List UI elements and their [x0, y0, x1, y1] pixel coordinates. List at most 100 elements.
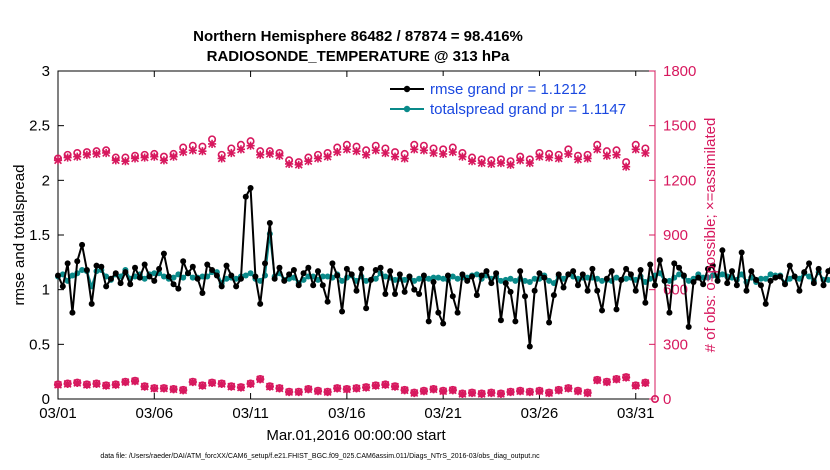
- rmse-point: [180, 258, 187, 265]
- rmse-point: [74, 258, 81, 265]
- totalspread-point: [247, 270, 254, 277]
- obs-assimilated-marker: [198, 381, 207, 390]
- obs-assimilated-marker: [333, 148, 342, 157]
- rmse-point: [690, 279, 697, 286]
- obs-assimilated-marker: [362, 150, 371, 159]
- y-left-tick-label: 3: [42, 63, 50, 80]
- rmse-point: [666, 309, 673, 316]
- legend-rmse-marker: [403, 85, 411, 93]
- rmse-point: [579, 271, 586, 278]
- obs-assimilated-marker: [342, 145, 351, 154]
- obs-assimilated-marker: [602, 151, 611, 160]
- rmse-point: [627, 271, 634, 278]
- rmse-point: [406, 273, 413, 280]
- rmse-point: [319, 282, 326, 289]
- totalspread-point: [666, 277, 673, 284]
- obs-assimilated-marker: [73, 152, 82, 161]
- y-right-tick-label: 0: [663, 391, 671, 408]
- obs-assimilated-marker: [188, 377, 197, 387]
- rmse-point: [497, 317, 504, 324]
- rmse-point: [122, 269, 129, 276]
- rmse-point: [820, 282, 827, 289]
- totalspread-point: [531, 275, 538, 282]
- rmse-point: [367, 276, 374, 283]
- rmse-point: [305, 264, 312, 271]
- rmse-point: [685, 323, 692, 330]
- rmse-point: [777, 273, 784, 280]
- obs-assimilated-marker: [111, 156, 120, 165]
- rmse-point: [676, 264, 683, 271]
- totalspread-point: [613, 274, 620, 281]
- rmse-point: [791, 273, 798, 280]
- obs-assimilated-marker: [545, 153, 554, 162]
- obs-assimilated-marker: [622, 373, 631, 382]
- obs-assimilated-marker: [593, 376, 602, 385]
- rmse-point: [281, 277, 288, 284]
- y-left-tick-label: 1: [42, 282, 50, 299]
- rmse-point: [141, 261, 148, 268]
- series-layer: [53, 135, 830, 403]
- obs-assimilated-marker: [294, 160, 303, 169]
- rmse-point: [762, 300, 769, 307]
- obs-assimilated-marker: [622, 162, 631, 171]
- obs-assimilated-marker: [246, 379, 255, 388]
- obs-assimilated-marker: [352, 147, 361, 156]
- totalspread-point: [454, 275, 461, 282]
- obs-assimilated-marker: [506, 160, 515, 169]
- rmse-point: [700, 281, 707, 288]
- rmse-point: [454, 309, 461, 316]
- rmse-point: [314, 268, 321, 275]
- obs-assimilated-marker: [294, 387, 303, 397]
- totalspread-point: [416, 275, 423, 282]
- rmse-point: [271, 275, 278, 282]
- rmse-point: [98, 263, 105, 270]
- obs-possible-marker: [650, 394, 659, 403]
- obs-assimilated-marker: [448, 386, 457, 395]
- rmse-point: [806, 260, 813, 267]
- obs-assimilated-marker: [256, 150, 265, 159]
- totalspread-point: [806, 273, 813, 280]
- rmse-point: [483, 268, 490, 275]
- obs-assimilated-marker: [400, 386, 409, 395]
- rmse-point: [151, 277, 158, 284]
- rmse-point: [444, 272, 451, 279]
- totalspread-point: [786, 275, 793, 282]
- rmse-point: [127, 281, 134, 288]
- rmse-point: [748, 268, 755, 275]
- obs-assimilated-marker: [217, 154, 226, 163]
- obs-assimilated-marker: [516, 156, 525, 165]
- rmse-point: [704, 265, 711, 272]
- rmse-point: [387, 268, 394, 275]
- rmse-point: [420, 272, 427, 279]
- rmse-point: [786, 262, 793, 269]
- rmse-point: [213, 272, 220, 279]
- obs-assimilated-marker: [583, 388, 592, 398]
- rmse-point: [382, 291, 389, 298]
- obs-assimilated-marker: [496, 158, 506, 168]
- obs-assimilated-marker: [573, 155, 583, 164]
- totalspread-point: [242, 272, 249, 279]
- totalspread-point: [497, 277, 504, 284]
- totalspread-point: [69, 272, 76, 279]
- rmse-point: [478, 272, 485, 279]
- rmse-point: [623, 265, 630, 272]
- totalspread-point: [449, 273, 456, 280]
- rmse-point: [695, 274, 702, 281]
- rmse-point: [237, 275, 244, 282]
- x-tick-label: 03/11: [232, 405, 268, 422]
- obs-assimilated-marker: [564, 384, 573, 393]
- rmse-point: [810, 280, 817, 287]
- rmse-point: [560, 284, 567, 291]
- obs-assimilated-marker: [121, 377, 130, 387]
- rmse-point: [363, 305, 370, 312]
- rmse-point: [738, 249, 745, 256]
- obs-assimilated-marker: [381, 380, 390, 389]
- rmse-point: [767, 277, 774, 284]
- obs-assimilated-marker: [111, 380, 120, 389]
- obs-assimilated-marker: [400, 154, 409, 163]
- obs-assimilated-marker: [467, 157, 477, 166]
- obs-assimilated-marker: [458, 389, 467, 398]
- y-right-tick-label: 1800: [663, 63, 696, 80]
- obs-assimilated-marker: [545, 388, 554, 398]
- obs-assimilated-marker: [410, 145, 419, 154]
